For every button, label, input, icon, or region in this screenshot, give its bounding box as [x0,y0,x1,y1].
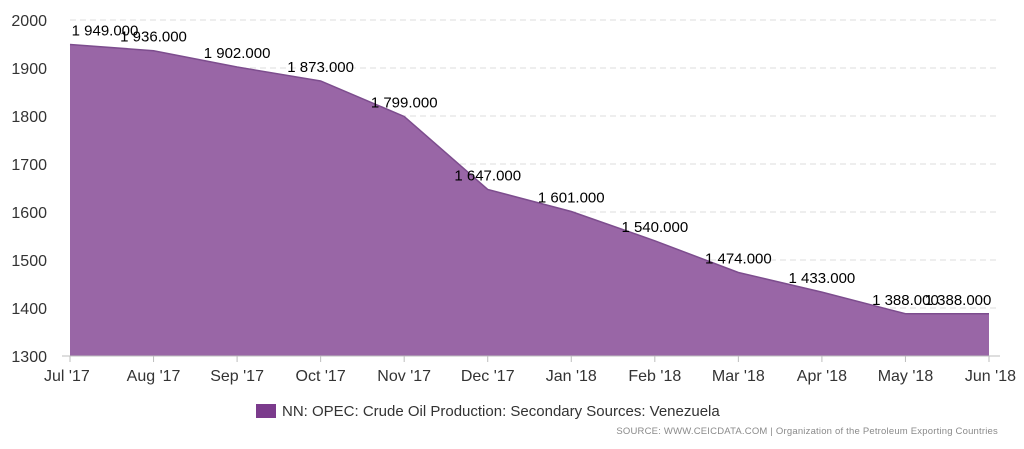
data-point-0[interactable] [67,41,73,47]
y-tick-label-2000: 2000 [11,13,47,30]
data-point-2[interactable] [234,64,240,70]
data-point-5[interactable] [485,186,491,192]
legend-label: NN: OPEC: Crude Oil Production: Secondar… [282,402,720,420]
legend[interactable]: NN: OPEC: Crude Oil Production: Secondar… [256,402,720,420]
x-tick-label-1: Aug '17 [127,368,181,385]
data-point-1[interactable] [151,48,157,54]
source-line: SOURCE: WWW.CEICDATA.COM | Organization … [616,426,998,437]
x-tick-label-6: Jan '18 [546,368,597,385]
y-tick-label-1800: 1800 [11,109,47,126]
x-tick-label-3: Oct '17 [296,368,346,385]
x-tick-label-4: Nov '17 [377,368,431,385]
data-label-11: 1 388.000 [925,292,992,309]
source-separator: | [770,426,774,437]
data-point-9[interactable] [819,289,825,295]
data-label-9: 1 433.000 [789,270,856,287]
data-point-7[interactable] [652,238,658,244]
data-point-11[interactable] [986,311,992,317]
y-tick-label-1400: 1400 [11,301,47,318]
x-tick-label-7: Feb '18 [628,368,681,385]
source-org: Organization of the Petroleum Exporting … [775,426,998,437]
legend-swatch [256,404,276,418]
y-tick-label-1900: 1900 [11,61,47,78]
data-point-4[interactable] [401,113,407,119]
data-point-3[interactable] [318,78,324,84]
data-label-5: 1 647.000 [454,167,521,184]
x-tick-label-11: Jun '18 [965,368,1016,385]
data-point-10[interactable] [902,311,908,317]
x-tick-label-2: Sep '17 [210,368,264,385]
data-point-6[interactable] [568,209,574,215]
x-tick-label-5: Dec '17 [461,368,515,385]
x-tick-label-8: Mar '18 [712,368,765,385]
data-label-6: 1 601.000 [538,190,605,207]
data-label-8: 1 474.000 [705,250,772,267]
data-label-10: 1 388.000 [872,292,939,309]
data-label-7: 1 540.000 [621,219,688,236]
data-label-1: 1 936.000 [120,29,187,46]
data-point-8[interactable] [735,269,741,275]
y-tick-label-1700: 1700 [11,157,47,174]
data-label-3: 1 873.000 [287,59,354,76]
y-tick-label-1500: 1500 [11,253,47,270]
x-tick-label-9: Apr '18 [797,368,847,385]
x-tick-label-0: Jul '17 [44,368,90,385]
data-label-2: 1 902.000 [204,45,271,62]
source-label: SOURCE: WWW.CEICDATA.COM [616,426,768,437]
y-tick-label-1300: 1300 [11,349,47,366]
data-label-0: 1 949.000 [72,22,139,39]
y-tick-label-1600: 1600 [11,205,47,222]
x-tick-label-10: May '18 [878,368,934,385]
series-line [69,43,989,315]
data-label-4: 1 799.000 [371,94,438,111]
